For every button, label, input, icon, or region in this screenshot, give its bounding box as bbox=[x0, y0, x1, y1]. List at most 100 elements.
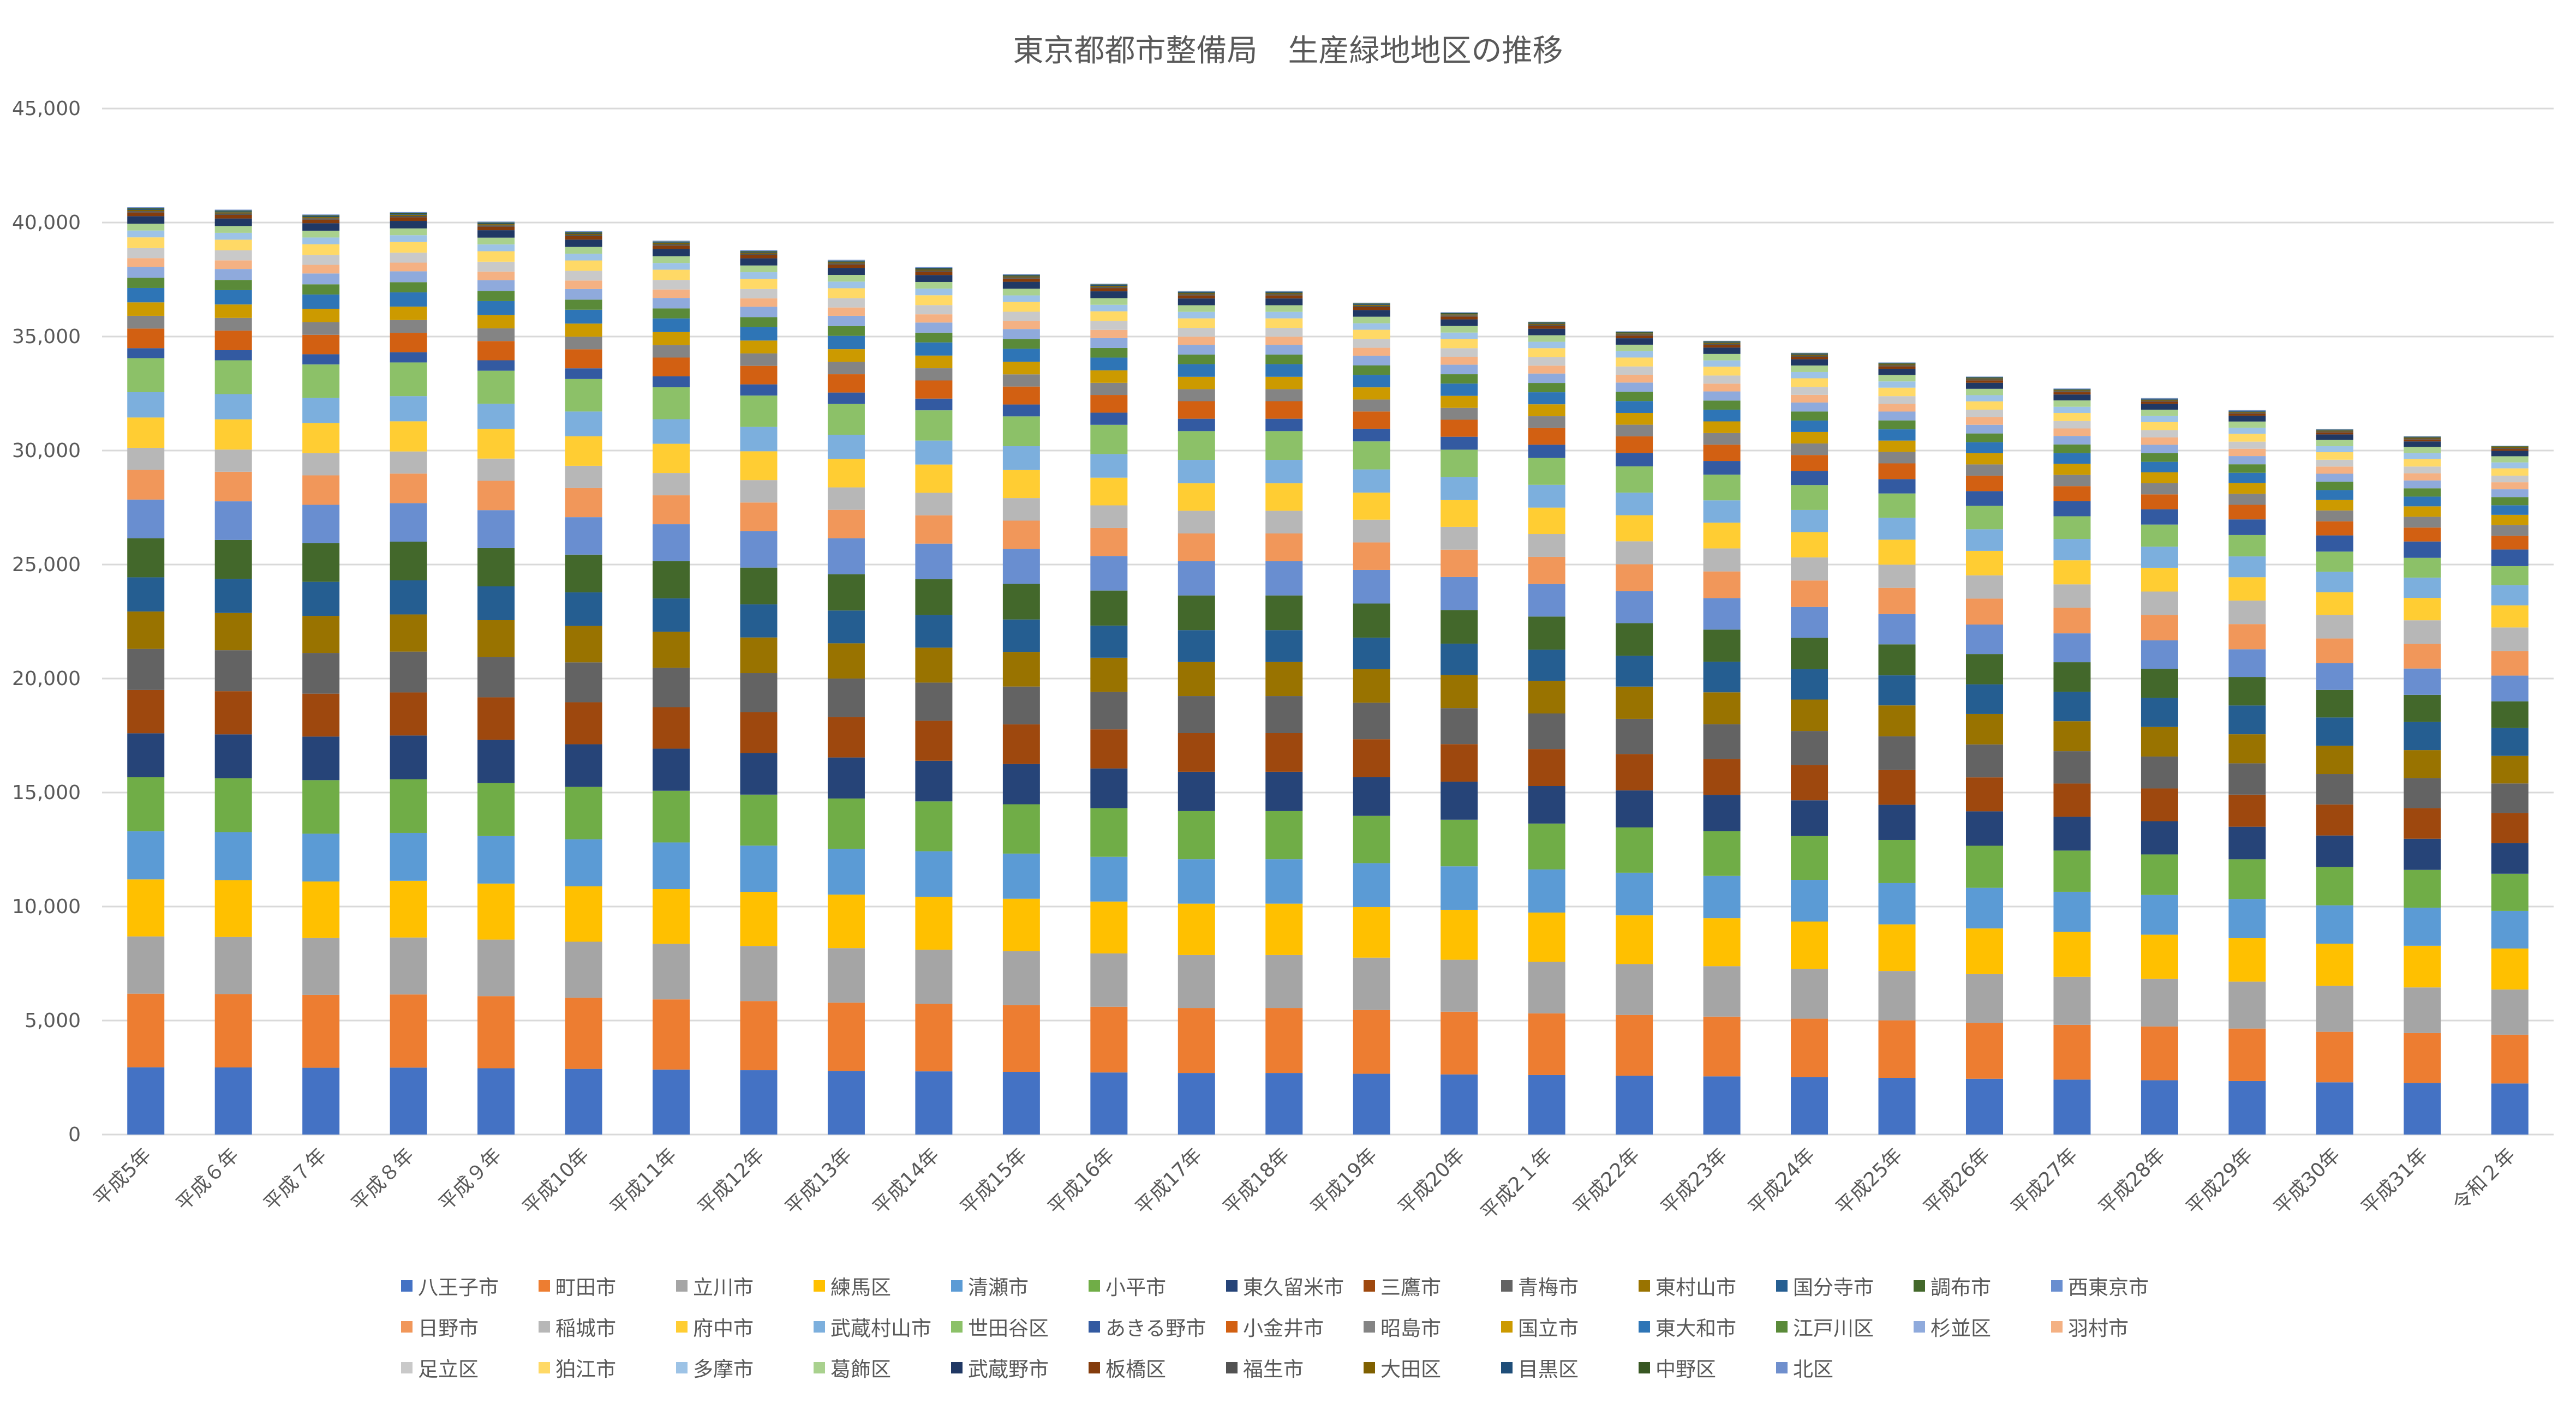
bar-segment bbox=[2053, 850, 2091, 892]
bar-segment bbox=[2404, 750, 2441, 778]
bar-segment bbox=[1965, 377, 2003, 379]
legend-item: 西東京市 bbox=[2051, 1271, 2149, 1300]
bar-segment bbox=[1616, 453, 1653, 467]
bar-segment bbox=[1528, 404, 1565, 417]
legend-label: 稲城市 bbox=[555, 1317, 616, 1340]
bar-segment bbox=[302, 217, 340, 219]
legend-swatch bbox=[951, 1280, 963, 1292]
bar-segment bbox=[1090, 286, 1128, 287]
bar-segment bbox=[2141, 400, 2178, 402]
bar-segment bbox=[1265, 1008, 1303, 1073]
bar-segment bbox=[1441, 316, 1478, 320]
bar-segment bbox=[1090, 347, 1128, 358]
bar-segment bbox=[1441, 313, 1478, 314]
bar-segment bbox=[740, 279, 778, 289]
bar-segment bbox=[1090, 556, 1128, 591]
bar-segment bbox=[2053, 453, 2091, 464]
bar-segment bbox=[740, 253, 778, 254]
bar-segment bbox=[1265, 355, 1303, 364]
x-tick-label: 平成16年 bbox=[1044, 1144, 1119, 1219]
legend-label: 世田谷区 bbox=[968, 1317, 1049, 1340]
bar-segment bbox=[1178, 811, 1215, 860]
bar-segment bbox=[1965, 380, 2003, 383]
bar-segment bbox=[477, 836, 515, 884]
bar-segment bbox=[1265, 294, 1303, 296]
bar-segment bbox=[2404, 808, 2441, 839]
bar-segment bbox=[2316, 572, 2353, 592]
bar-segment bbox=[2491, 514, 2529, 525]
bar-segment bbox=[2491, 549, 2529, 566]
bar-segment bbox=[1703, 475, 1741, 501]
bar-segment bbox=[390, 307, 427, 320]
bar-segment bbox=[1878, 369, 1916, 375]
x-tick-label: 平成26年 bbox=[1920, 1144, 1995, 1219]
bar-segment bbox=[740, 712, 778, 753]
bar-segment bbox=[2404, 473, 2441, 481]
bar-segment bbox=[1791, 880, 1828, 922]
legend-label: 中野区 bbox=[1655, 1358, 1716, 1381]
bar-segment bbox=[1090, 382, 1128, 395]
bar-segment bbox=[214, 218, 252, 226]
bar-segment bbox=[2228, 938, 2266, 982]
bar-segment bbox=[1791, 365, 1828, 372]
bar-segment bbox=[2491, 605, 2529, 628]
bar-segment bbox=[1178, 483, 1215, 511]
bar-segment bbox=[1965, 476, 2003, 491]
bar-segment bbox=[1002, 1072, 1040, 1135]
bar-segment bbox=[1791, 731, 1828, 765]
bar-segment bbox=[2141, 453, 2178, 462]
bar-segment bbox=[2053, 1024, 2091, 1080]
legend-swatch bbox=[2051, 1280, 2063, 1292]
bar-segment bbox=[827, 374, 865, 393]
legend-label: 国分寺市 bbox=[1793, 1276, 1874, 1299]
bar-segment bbox=[1791, 443, 1828, 455]
bar-segment bbox=[1878, 366, 1916, 369]
bar-segment bbox=[477, 225, 515, 227]
bar-segment bbox=[915, 464, 953, 493]
bar-segment bbox=[2228, 448, 2266, 457]
legend-item: 多摩市 bbox=[676, 1353, 754, 1382]
bar-segment bbox=[1878, 971, 1916, 1021]
legend-swatch bbox=[1501, 1280, 1513, 1292]
bar-segment bbox=[477, 429, 515, 459]
bar-segment bbox=[1353, 957, 1390, 1010]
legend-label: 杉並区 bbox=[1930, 1317, 1991, 1340]
bar-segment bbox=[1090, 424, 1128, 454]
bar-segment bbox=[827, 798, 865, 849]
x-tick-label: 平成20年 bbox=[1394, 1144, 1469, 1219]
bar-segment bbox=[1178, 318, 1215, 328]
bar-segment bbox=[302, 780, 340, 834]
x-tick-label: 平成24年 bbox=[1744, 1144, 1820, 1219]
bar-segment bbox=[302, 364, 340, 398]
bar-segment bbox=[2228, 464, 2266, 473]
bar-segment bbox=[1965, 744, 2003, 778]
x-tick-label: 平成19年 bbox=[1306, 1144, 1382, 1219]
legend-item: 江戸川区 bbox=[1776, 1312, 1874, 1341]
bar-segment bbox=[2053, 475, 2091, 487]
bar-segment bbox=[302, 322, 340, 335]
bar-segment bbox=[1002, 374, 1040, 387]
bar-segment bbox=[653, 357, 690, 376]
legend-item: 東久留米市 bbox=[1226, 1271, 1344, 1300]
bar-segment bbox=[1090, 808, 1128, 857]
bar-segment bbox=[1528, 323, 1565, 325]
bar-segment bbox=[1965, 974, 2003, 1023]
bar-segment bbox=[302, 581, 340, 616]
bar-segment bbox=[827, 434, 865, 459]
bar-segment bbox=[827, 509, 865, 538]
bar-segment bbox=[1965, 379, 2003, 381]
bar-segment bbox=[1878, 381, 1916, 388]
bar-segment bbox=[477, 328, 515, 341]
bar-segment bbox=[390, 421, 427, 452]
bar-segment bbox=[214, 239, 252, 250]
bar-segment bbox=[1616, 332, 1653, 333]
bar-segment bbox=[2053, 390, 2091, 392]
bar-segment bbox=[2316, 440, 2353, 447]
bar-segment bbox=[2228, 794, 2266, 827]
bar-segment bbox=[2053, 406, 2091, 413]
bar-segment bbox=[1178, 294, 1215, 296]
chart-title: 東京都都市整備局 生産緑地地区の推移 bbox=[1013, 33, 1563, 69]
bar-segment bbox=[1441, 959, 1478, 1012]
bar-segment bbox=[1178, 859, 1215, 904]
bar-segment bbox=[1178, 511, 1215, 533]
